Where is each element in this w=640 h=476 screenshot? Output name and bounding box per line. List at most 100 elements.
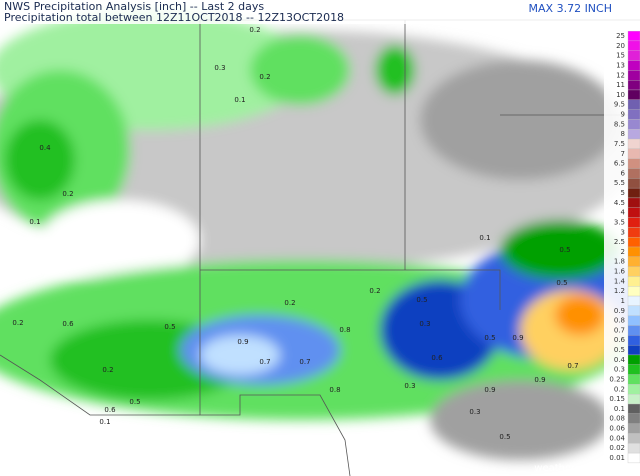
legend-swatch bbox=[627, 138, 640, 150]
legend-label: 4 bbox=[621, 209, 626, 217]
legend-label: 0.7 bbox=[614, 326, 625, 334]
legend-label: 1.4 bbox=[614, 277, 626, 285]
legend-swatch bbox=[627, 394, 640, 405]
legend-label: 8.5 bbox=[614, 120, 625, 128]
legend-swatch bbox=[627, 148, 640, 159]
legend-label: 0.02 bbox=[609, 444, 625, 452]
legend-label: 0.08 bbox=[609, 415, 625, 423]
legend-label: 0.3 bbox=[614, 366, 625, 374]
legend-label: 0.01 bbox=[609, 454, 625, 462]
legend-swatch bbox=[627, 295, 640, 307]
map-value-label: 0.9 bbox=[534, 376, 545, 384]
map-value-label: 0.1 bbox=[234, 96, 245, 104]
state-borders bbox=[0, 19, 640, 476]
legend-label: 1.2 bbox=[614, 287, 625, 295]
map-value-label: 0.2 bbox=[62, 190, 73, 198]
map-value-label: 0.9 bbox=[237, 338, 248, 346]
legend-swatch bbox=[627, 99, 640, 110]
legend-label: 0.9 bbox=[614, 307, 625, 315]
legend-swatch bbox=[627, 344, 640, 356]
legend-label: 2 bbox=[621, 248, 625, 256]
legend-label: 0.1 bbox=[614, 405, 625, 413]
legend-swatch bbox=[627, 50, 640, 61]
map-value-label: 0.7 bbox=[259, 358, 270, 366]
legend-swatch bbox=[627, 178, 640, 189]
map-value-label: 0.1 bbox=[479, 234, 490, 242]
legend-swatch bbox=[627, 266, 640, 277]
legend-swatch bbox=[627, 70, 640, 81]
legend-swatch bbox=[627, 423, 640, 434]
map-value-label: 0.2 bbox=[259, 73, 270, 81]
header-band bbox=[0, 0, 640, 24]
legend-label: 20 bbox=[616, 42, 625, 50]
legend-swatch bbox=[627, 237, 640, 248]
subtitle: Precipitation total between 12Z11OCT2018… bbox=[4, 11, 344, 24]
legend-swatch bbox=[627, 452, 640, 464]
legend-label: 1 bbox=[621, 297, 625, 305]
legend-swatch bbox=[627, 30, 640, 42]
legend-label: 7.5 bbox=[614, 140, 625, 148]
legend-swatch bbox=[627, 354, 640, 365]
map-value-label: 0.4 bbox=[39, 144, 51, 152]
legend-swatch bbox=[627, 60, 640, 71]
legend-swatch bbox=[627, 276, 640, 287]
legend-label: 5 bbox=[621, 189, 625, 197]
map-value-label: 0.5 bbox=[164, 323, 175, 331]
legend-label: 9 bbox=[621, 111, 625, 119]
legend-swatch bbox=[627, 187, 640, 199]
map-value-label: 0.5 bbox=[559, 246, 570, 254]
map-value-label: 0.5 bbox=[556, 279, 567, 287]
legend-label: 0.2 bbox=[614, 385, 625, 393]
legend-swatch bbox=[627, 168, 640, 179]
legend-swatch bbox=[627, 129, 640, 140]
legend-label: 0.8 bbox=[614, 317, 625, 325]
map-value-label: 0.8 bbox=[329, 386, 340, 394]
map-value-label: 0.3 bbox=[214, 64, 225, 72]
legend-label: 0.5 bbox=[614, 346, 625, 354]
map-value-label: 0.3 bbox=[469, 408, 480, 416]
legend-label: 7 bbox=[621, 150, 625, 158]
legend-swatch bbox=[627, 246, 640, 257]
legend-label: 0.04 bbox=[609, 434, 625, 442]
map-value-label: 0.3 bbox=[419, 320, 430, 328]
legend-label: 0.6 bbox=[614, 336, 626, 344]
legend-swatch bbox=[627, 364, 640, 375]
map-value-label: 0.5 bbox=[416, 296, 427, 304]
legend-label: 9.5 bbox=[614, 101, 625, 109]
map-value-label: 0.5 bbox=[484, 334, 495, 342]
legend-label: 5.5 bbox=[614, 179, 625, 187]
legend-label: 1.8 bbox=[614, 258, 625, 266]
legend-label: 3 bbox=[621, 228, 625, 236]
map-value-label: 0.7 bbox=[567, 362, 578, 370]
map-value-label: 0.1 bbox=[29, 218, 40, 226]
legend-swatch bbox=[627, 40, 640, 51]
map-value-label: 0.9 bbox=[484, 386, 495, 394]
legend-swatch bbox=[627, 433, 640, 444]
legend-label: 25 bbox=[616, 32, 625, 40]
legend-label: 0.15 bbox=[609, 395, 625, 403]
map-value-label: 0.2 bbox=[284, 299, 295, 307]
map-value-label: 0.2 bbox=[102, 366, 113, 374]
legend-label: 2.5 bbox=[614, 238, 625, 246]
legend-label: 3.5 bbox=[614, 218, 625, 226]
legend-label: 10 bbox=[616, 91, 625, 99]
map-value-label: 0.3 bbox=[404, 382, 415, 390]
legend-swatch bbox=[627, 443, 640, 454]
legend-swatch bbox=[627, 217, 640, 228]
legend-swatch bbox=[627, 197, 640, 208]
title: NWS Precipitation Analysis [inch] -- Las… bbox=[4, 0, 264, 13]
legend-label: 15 bbox=[616, 52, 625, 60]
legend-label: 13 bbox=[616, 61, 625, 69]
legend-label: 1.6 bbox=[614, 268, 626, 276]
map-value-label: 0.1 bbox=[99, 418, 110, 426]
legend-label: 6.5 bbox=[614, 160, 625, 168]
legend-swatch bbox=[627, 315, 640, 326]
map-value-label: 0.9 bbox=[512, 334, 523, 342]
map-value-label: 0.6 bbox=[62, 320, 74, 328]
map-value-label: 0.2 bbox=[369, 287, 380, 295]
map-value-label: 0.6 bbox=[431, 354, 443, 362]
legend-swatch bbox=[627, 227, 640, 238]
map-value-label: 0.7 bbox=[299, 358, 310, 366]
